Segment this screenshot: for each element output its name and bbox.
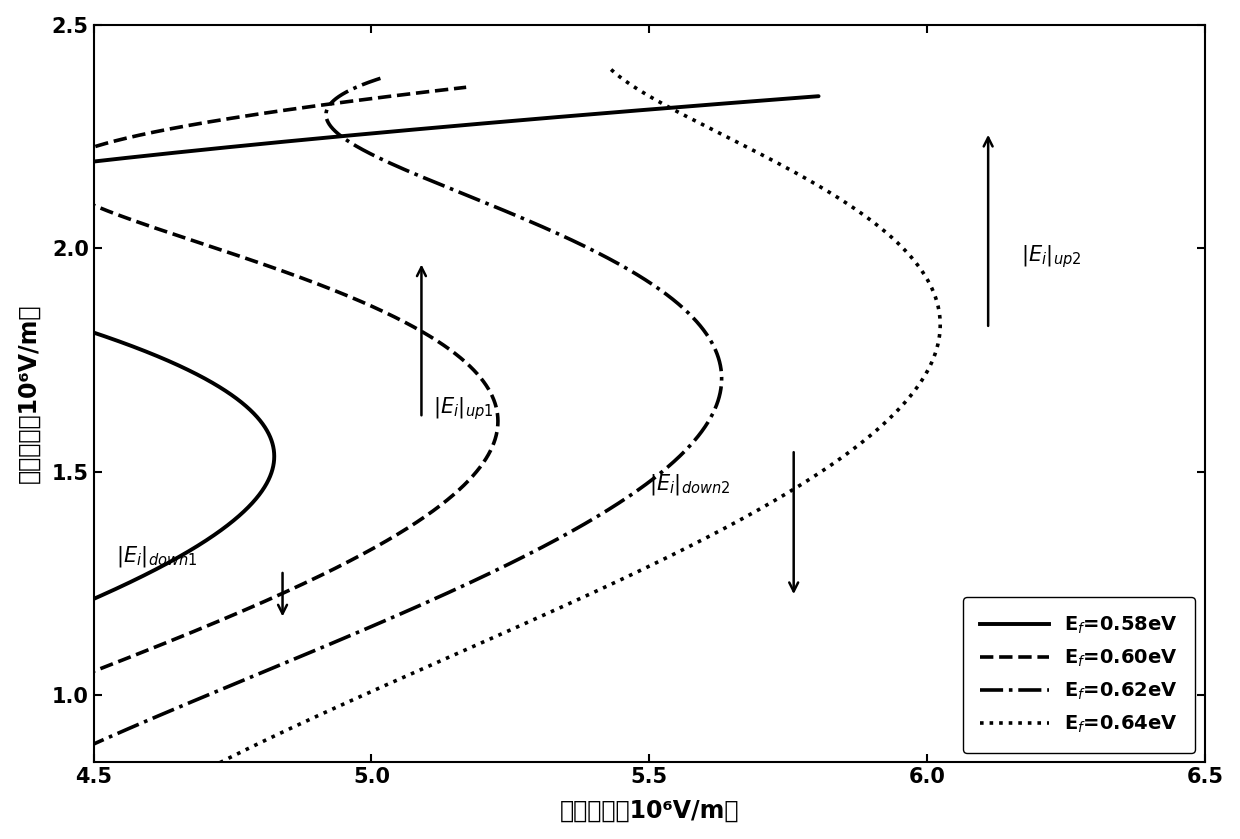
Text: $|E_i|_{down1}$: $|E_i|_{down1}$ <box>115 544 197 569</box>
X-axis label: 入射电场（10⁶V/m）: 入射电场（10⁶V/m） <box>559 799 739 822</box>
Y-axis label: 透射电场（10⁶V/m）: 透射电场（10⁶V/m） <box>16 304 41 483</box>
Text: $|E_i|_{down2}$: $|E_i|_{down2}$ <box>650 472 730 498</box>
Legend: E$_f$=0.58eV, E$_f$=0.60eV, E$_f$=0.62eV, E$_f$=0.64eV: E$_f$=0.58eV, E$_f$=0.60eV, E$_f$=0.62eV… <box>963 597 1195 753</box>
Text: $|E_i|_{up1}$: $|E_i|_{up1}$ <box>433 395 494 422</box>
Text: $|E_i|_{up2}$: $|E_i|_{up2}$ <box>1022 243 1083 270</box>
